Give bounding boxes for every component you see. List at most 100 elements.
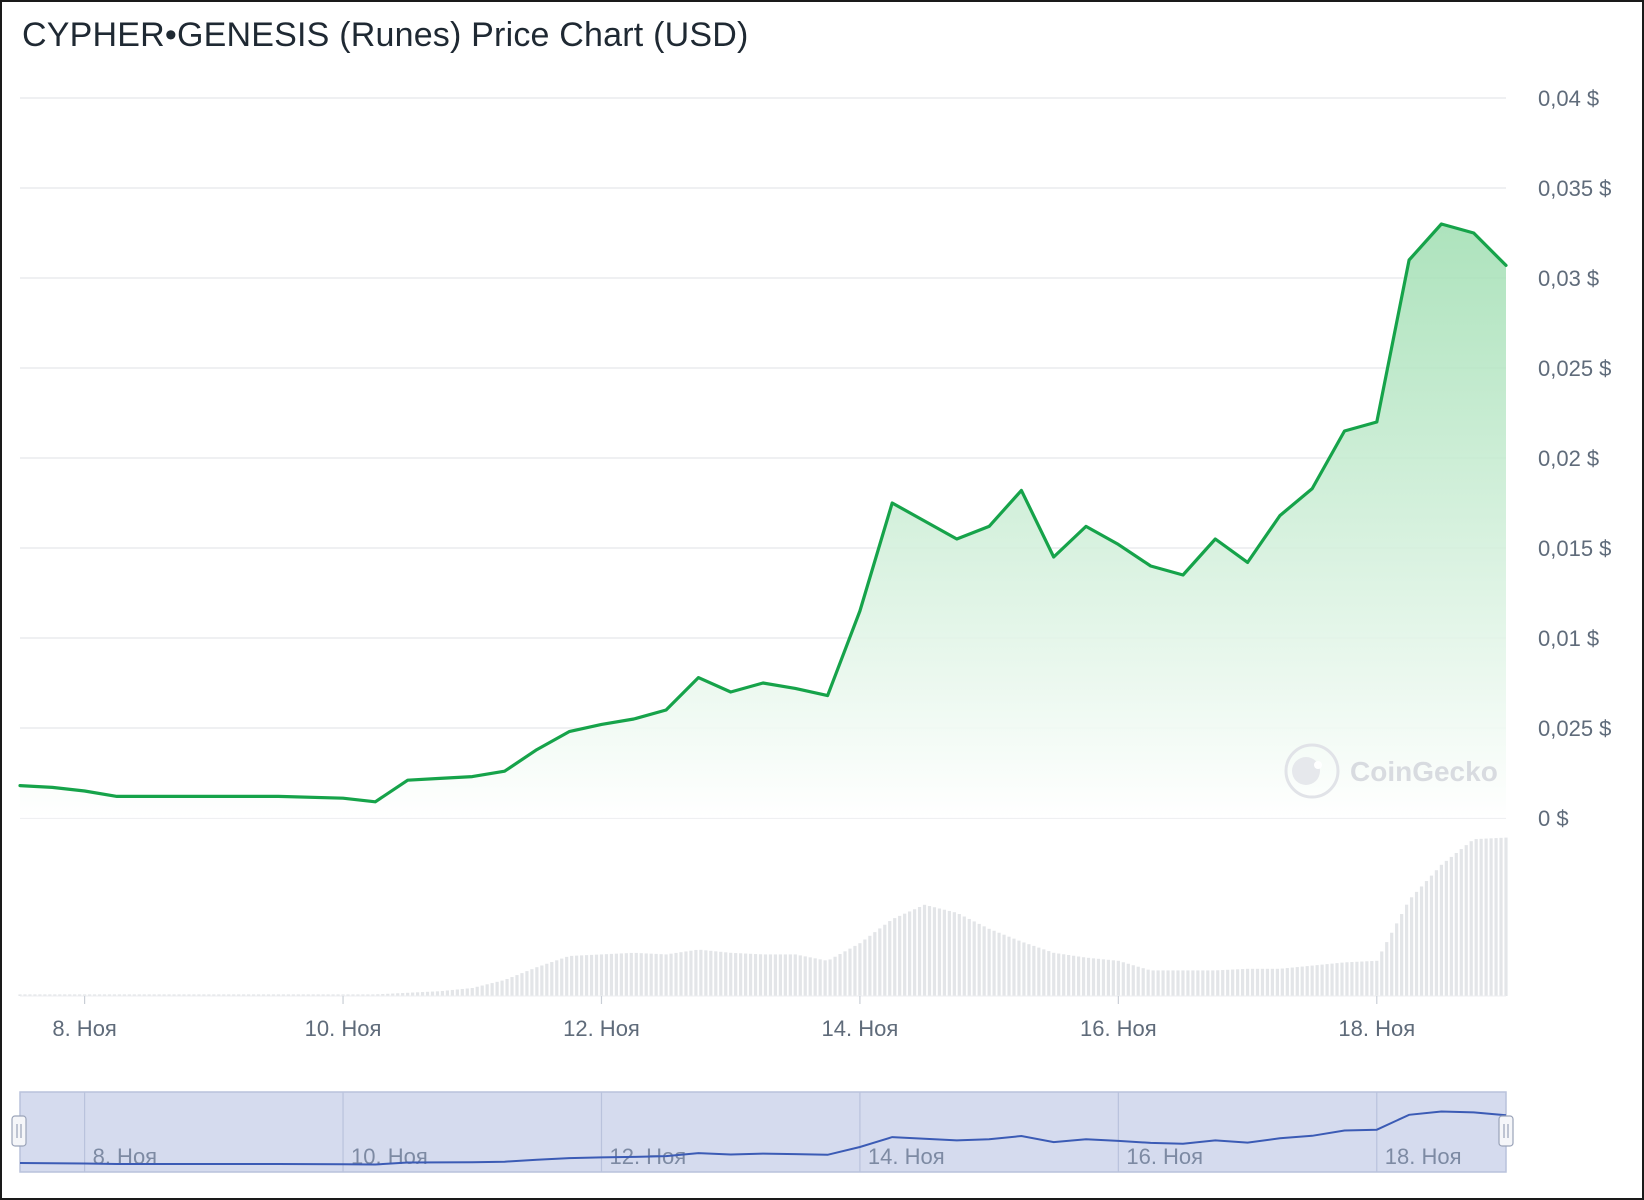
volume-bar [1236,969,1240,996]
price-point[interactable] [789,682,801,694]
price-point[interactable] [886,497,898,509]
price-point[interactable] [595,718,607,730]
price-point[interactable] [1403,254,1415,266]
volume-bar [490,983,494,996]
price-point[interactable] [1274,510,1286,522]
navigator-handle-left[interactable] [11,1115,27,1147]
volume-bar [639,953,643,996]
price-point[interactable] [983,520,995,532]
price-point[interactable] [1306,483,1318,495]
volume-bar [1479,838,1483,996]
volume-bar [858,943,862,996]
price-point[interactable] [628,713,640,725]
volume-bar [530,969,534,996]
navigator[interactable]: 8. Ноя 10. Ноя 12. Ноя 14. Ноя 16. Ноя 18. Но… [11,1091,1514,1173]
price-point[interactable] [337,792,349,804]
volume-bar [699,949,703,996]
volume-bar [43,994,47,996]
price-point[interactable] [1500,259,1512,271]
volume-bar [1504,837,1508,996]
volume-bar [1091,958,1096,996]
navigator-window[interactable] [19,1091,1507,1173]
price-point[interactable] [499,765,511,777]
volume-bar [227,994,231,996]
volume-bar [1012,938,1016,996]
price-point[interactable] [757,677,769,689]
volume-bar [371,994,375,996]
volume-bar [23,994,27,996]
price-point[interactable] [1048,551,1060,563]
volume-bar [927,906,932,996]
volume-bar [1171,970,1175,996]
price-point[interactable] [1080,520,1092,532]
volume-bar [53,994,57,996]
volume-bar [331,994,335,996]
volume-bar [510,977,514,996]
volume-bar [669,953,673,996]
price-point[interactable] [79,785,91,797]
coingecko-watermark: CoinGecko [1284,743,1498,799]
price-point[interactable] [563,726,575,738]
volume-bar [1469,841,1473,996]
price-point[interactable] [14,780,26,792]
volume-bar [1181,970,1185,996]
price-point[interactable] [822,690,834,702]
navigator-tick-label: 8. Ноя [93,1144,158,1169]
volume-bar [1280,968,1284,996]
price-point[interactable] [660,704,672,716]
volume-bar [579,955,584,996]
price-point[interactable] [1468,227,1480,239]
volume-bar [1116,960,1120,996]
price-point[interactable] [402,774,414,786]
volume-bar [112,994,117,996]
price-point[interactable] [1371,416,1383,428]
price-point[interactable] [725,686,737,698]
volume-bar [967,918,971,996]
volume-bar [1489,838,1493,996]
price-point[interactable] [1435,218,1447,230]
price-point[interactable] [111,790,123,802]
volume-bar [102,994,107,996]
price-point[interactable] [1177,569,1189,581]
price-point[interactable] [143,790,155,802]
price-point[interactable] [1242,556,1254,568]
volume-bar [684,951,688,996]
volume-bar [117,994,121,996]
volume-bar [28,994,32,996]
price-point[interactable] [854,605,866,617]
price-point[interactable] [1015,484,1027,496]
y-tick-label: 0,04 $ [1538,86,1599,111]
price-point[interactable] [1209,533,1221,545]
price-point[interactable] [531,744,543,756]
volume-bar [1211,970,1215,996]
price-point[interactable] [272,790,284,802]
navigator-handle-right[interactable] [1498,1115,1514,1147]
volume-bar [475,986,479,996]
volume-bar [1449,856,1453,996]
volume-bar [744,953,748,996]
volume-bar [212,994,216,996]
price-point[interactable] [1112,538,1124,550]
volume-bar [893,918,897,996]
price-point[interactable] [1338,425,1350,437]
price-point[interactable] [369,796,381,808]
volume-bar [1032,945,1036,996]
price-point[interactable] [919,515,931,527]
price-point[interactable] [208,790,220,802]
price-line [18,222,1508,804]
volume-bar [679,952,683,996]
price-point[interactable] [1145,560,1157,572]
volume-bar [97,994,102,996]
volume-bar [1330,963,1334,996]
price-point[interactable] [466,771,478,783]
price-point[interactable] [434,772,446,784]
volume-bar [560,958,564,996]
volume-bar [1474,839,1478,996]
volume-bar [1419,886,1424,996]
volume-bar [1022,942,1026,996]
price-point[interactable] [46,781,58,793]
volume-bar [694,949,698,996]
price-point[interactable] [692,672,704,684]
price-point[interactable] [951,533,963,545]
